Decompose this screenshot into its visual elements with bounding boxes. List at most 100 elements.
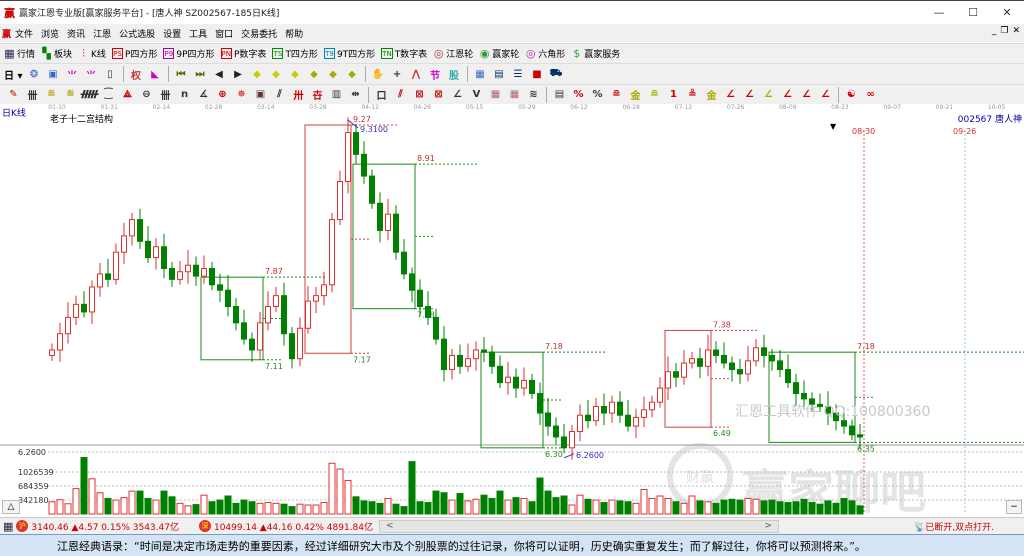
close-button[interactable]: ✕ <box>1002 5 1012 19</box>
menu-item[interactable]: 江恩 <box>93 29 112 40</box>
mdi-close-button[interactable]: ✕ <box>1012 26 1020 36</box>
yinyang-icon[interactable]: ☯ <box>847 89 856 100</box>
stock-icon[interactable]: 股 <box>449 70 460 82</box>
angle2-icon[interactable]: ∠ <box>453 89 462 100</box>
circle-icon[interactable]: ⊖ <box>142 89 151 100</box>
v-icon[interactable]: V <box>472 89 481 100</box>
last-icon[interactable]: ⏭ <box>195 68 205 80</box>
toolbar-button-9[interactable]: ◎ 江恩轮 <box>433 47 473 60</box>
toolbar-button-6[interactable]: TS T四方形 <box>272 47 318 60</box>
mdi-minimize-button[interactable]: _ <box>991 26 997 36</box>
star-icon[interactable]: ✵ <box>237 89 246 100</box>
left-icon[interactable]: ◀ <box>215 68 223 80</box>
grid3-icon[interactable]: ▦ <box>490 89 501 100</box>
period-select[interactable]: 日 ▾ <box>4 70 23 82</box>
weight-icon[interactable]: 权 <box>131 70 142 82</box>
zoom-d-icon[interactable]: ◆ <box>310 68 318 80</box>
menu-item[interactable]: 工具 <box>189 29 208 40</box>
n-icon[interactable]: n <box>180 89 189 100</box>
zoom-b-icon[interactable]: ◆ <box>272 68 280 80</box>
fib-icon[interactable]: ᚏ <box>80 89 99 100</box>
status-scrollbar[interactable]: < > <box>379 519 780 533</box>
percent-icon[interactable]: % <box>592 89 603 100</box>
toolbar-button-8[interactable]: TN T数字表 <box>381 47 427 60</box>
toolbar-button-0[interactable]: ▦ 行情 <box>4 47 35 60</box>
pct-line-icon[interactable]: % <box>573 89 584 100</box>
candle-icon[interactable]: ▯ <box>107 68 113 80</box>
pattern-icon[interactable]: ❂ <box>29 68 39 80</box>
zoom-f-icon[interactable]: ◆ <box>348 68 356 80</box>
g2-icon[interactable]: ∠ <box>764 89 773 100</box>
g4-icon[interactable]: ∠ <box>802 89 811 100</box>
infinity-icon[interactable]: ∞ <box>866 89 875 100</box>
menu-item[interactable]: 交易委托 <box>241 29 278 40</box>
gold2-icon[interactable]: ≘ <box>650 89 659 100</box>
square-b-icon[interactable]: ⊠ <box>434 89 443 100</box>
lines-icon[interactable]: 卌 <box>27 91 38 102</box>
gann-a-icon[interactable]: ≝ <box>47 89 56 100</box>
menu-item[interactable]: 浏览 <box>41 29 60 40</box>
toolbar-button-4[interactable]: P9 9P四方形 <box>163 47 215 60</box>
grid2-icon[interactable]: ▥ <box>331 89 342 100</box>
angle-icon[interactable]: ∡ <box>199 89 208 100</box>
zoom-e-icon[interactable]: ◆ <box>329 68 337 80</box>
f-icon[interactable]: ∠ <box>745 89 754 100</box>
wave-icon[interactable]: ⋀ <box>411 68 421 80</box>
table-icon[interactable]: ▤ <box>554 89 565 100</box>
sh-index-quote[interactable]: 沪 3140.46 ▲4.57 0.15% 3543.47亿 <box>16 520 179 533</box>
menu-item[interactable]: 窗口 <box>215 29 234 40</box>
crosshair-icon[interactable]: + <box>392 68 402 80</box>
truck-icon[interactable]: ⛟ <box>549 67 563 79</box>
list-icon[interactable]: ☰ <box>513 68 523 80</box>
save-icon[interactable]: ■ <box>532 68 542 80</box>
first-icon[interactable]: ⏮ <box>176 68 186 80</box>
time-icon[interactable]: 卅 <box>293 91 304 102</box>
square-fan-icon[interactable]: ⊠ <box>415 89 424 100</box>
toolbar-button-1[interactable]: ▚ 板块 <box>41 47 72 60</box>
menu-item[interactable]: 设置 <box>163 29 182 40</box>
num-icon[interactable]: 1 <box>670 89 677 100</box>
zoom-out-button[interactable]: − <box>1006 500 1022 514</box>
hand-icon[interactable]: ✋ <box>371 68 385 80</box>
menu-item[interactable]: 公式选股 <box>119 29 156 40</box>
toolbar-button-5[interactable]: PN P数字表 <box>220 47 266 60</box>
menu-item[interactable]: 帮助 <box>285 29 304 40</box>
collapse-button[interactable]: △ <box>2 500 20 514</box>
channel-icon[interactable]: ⫽ <box>277 89 282 100</box>
g3-icon[interactable]: ∠ <box>783 89 792 100</box>
rays-icon[interactable]: ⫽ <box>398 89 403 100</box>
toolbar-button-11[interactable]: ◎ 六角形 <box>525 47 565 60</box>
gold-icon[interactable]: 金 <box>630 91 641 102</box>
section-icon[interactable]: 节 <box>430 70 441 82</box>
toolbar-button-3[interactable]: PS P四方形 <box>111 47 157 60</box>
menu-item[interactable]: 文件 <box>15 29 34 40</box>
flag-icon[interactable]: ◣ <box>151 68 159 80</box>
mdi-restore-button[interactable]: ❐ <box>1000 26 1009 36</box>
maximize-button[interactable]: ☐ <box>968 5 978 19</box>
zoom-a-icon[interactable]: ◆ <box>253 68 261 80</box>
period-icon[interactable]: 卌 <box>160 91 171 102</box>
range-icon[interactable]: ⇹ <box>351 89 360 100</box>
grid4-icon[interactable]: ▦ <box>509 89 520 100</box>
right-icon[interactable]: ▶ <box>234 68 242 80</box>
doc-icon[interactable]: ▣ <box>48 68 58 80</box>
connection-status[interactable]: 📡已断开,双点打开. <box>914 520 994 533</box>
sz-index-quote[interactable]: 深 10499.14 ▲44.16 0.42% 4891.84亿 <box>198 520 373 533</box>
rect-icon[interactable]: 口 <box>376 91 387 102</box>
price-icon[interactable]: 卋 <box>312 91 323 102</box>
box-icon[interactable]: ▣ <box>255 89 266 100</box>
sq-icon[interactable]: ≗ <box>688 89 697 100</box>
scroll-right-button[interactable]: > <box>764 521 773 531</box>
g5-icon[interactable]: ∠ <box>821 89 830 100</box>
gold3-icon[interactable]: 金 <box>706 91 717 102</box>
toolbar-button-12[interactable]: $ 赢家服务 <box>571 47 620 60</box>
toolbar-button-10[interactable]: ◉ 赢家轮 <box>479 47 519 60</box>
chart-down-icon[interactable]: ⺌ <box>86 70 97 82</box>
fan-icon[interactable]: ⟁ <box>123 89 132 100</box>
calc-icon[interactable]: ▤ <box>494 68 504 80</box>
pct2-icon[interactable]: ≘ <box>612 89 621 100</box>
kline-chart[interactable]: 财赢 赢家聊吧liaoba.yc1388.com6.260010265396843… <box>0 114 1024 517</box>
minimize-button[interactable]: — <box>933 5 945 19</box>
l-icon[interactable]: ∠ <box>726 89 735 100</box>
calendar-icon[interactable]: ▦ <box>475 68 485 80</box>
